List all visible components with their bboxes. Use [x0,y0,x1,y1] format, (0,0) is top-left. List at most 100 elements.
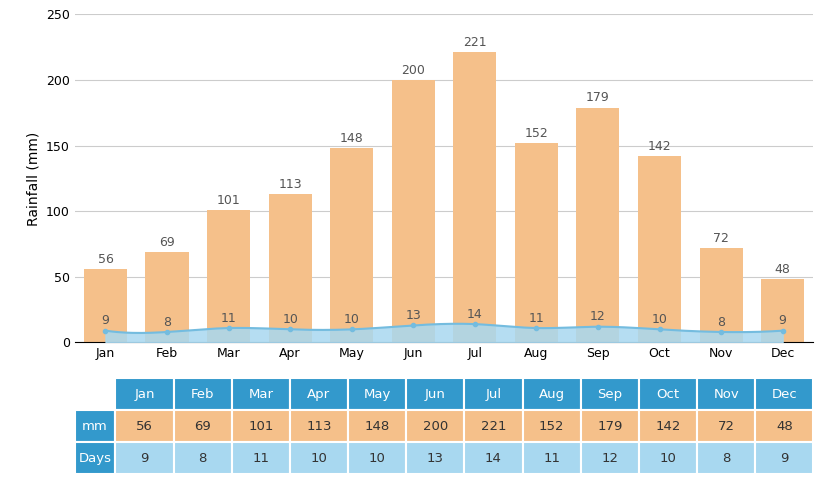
Text: 10: 10 [344,313,359,326]
Bar [75,411,115,442]
Average Rain Days [520,325,530,331]
Text: 179: 179 [597,420,622,433]
Text: 200: 200 [402,64,425,77]
Text: 11: 11 [252,452,269,465]
Text: 8: 8 [722,452,730,465]
Bar [697,442,755,474]
Bar [581,378,639,411]
Bar [84,269,127,342]
Text: Dec: Dec [771,388,797,401]
Bar [348,442,406,474]
Bar [330,148,374,342]
Average Rain Days [100,328,110,333]
Text: 221: 221 [481,420,506,433]
Bar [523,411,581,442]
Text: 200: 200 [422,420,448,433]
Text: Aug: Aug [539,388,564,401]
Text: Sep: Sep [598,388,622,401]
Bar [232,411,290,442]
Bar [638,156,681,342]
Bar [523,442,581,474]
Text: 12: 12 [590,310,606,323]
Text: 113: 113 [306,420,332,433]
Text: 10: 10 [282,313,298,326]
Text: Apr: Apr [307,388,330,401]
Bar [523,378,581,411]
Text: Feb: Feb [191,388,214,401]
Text: 10: 10 [310,452,327,465]
Average Rain Days [719,329,729,335]
Bar [173,411,232,442]
Text: 14: 14 [467,308,483,321]
Bar [115,442,173,474]
Text: Jul: Jul [486,388,501,401]
Bar [232,442,290,474]
Bar [75,378,115,411]
Bar [232,378,290,411]
Text: 179: 179 [586,91,610,104]
Text: 9: 9 [101,314,110,327]
Y-axis label: Rainfall (mm): Rainfall (mm) [27,131,41,226]
Bar [173,378,232,411]
Text: 10: 10 [369,452,386,465]
Text: Mar: Mar [248,388,273,401]
Text: 101: 101 [248,420,273,433]
Bar [453,52,496,342]
Bar [700,248,743,342]
Text: Nov: Nov [713,388,739,401]
Bar [515,143,558,342]
Bar [115,378,173,411]
Average Rain Days [134,330,144,336]
Text: 69: 69 [159,236,175,249]
Bar [639,411,697,442]
Bar [697,411,755,442]
Bar [406,442,464,474]
Bar [269,194,312,342]
Bar [755,411,813,442]
Line: Average Rain Days: Average Rain Days [105,324,783,333]
Text: 13: 13 [405,309,421,322]
Text: 10: 10 [660,452,676,465]
Bar [75,442,115,474]
Text: Oct: Oct [657,388,680,401]
Text: 9: 9 [779,314,787,327]
Bar [755,378,813,411]
Bar [290,411,348,442]
Text: mm: mm [82,420,108,433]
Text: 48: 48 [774,263,790,276]
Text: 8: 8 [717,316,725,329]
Average Rain Days [452,321,461,327]
Bar [464,442,523,474]
Bar [406,378,464,411]
Bar [761,279,804,342]
Average Rain Days [103,328,113,334]
Text: 69: 69 [194,420,211,433]
Bar [406,411,464,442]
Text: 56: 56 [136,420,153,433]
Bar [581,411,639,442]
Bar [348,411,406,442]
Text: 152: 152 [525,127,549,140]
Text: 142: 142 [655,420,681,433]
Text: 14: 14 [485,452,502,465]
Text: 72: 72 [713,232,729,245]
Bar [697,378,755,411]
Text: 48: 48 [776,420,793,433]
Text: 142: 142 [647,140,671,153]
Text: 101: 101 [217,194,241,206]
Text: 9: 9 [780,452,788,465]
Bar [115,411,173,442]
Bar [639,442,697,474]
Text: 72: 72 [718,420,735,433]
Bar [464,378,523,411]
Bar [145,252,188,342]
Text: 13: 13 [427,452,444,465]
Text: 148: 148 [339,132,364,145]
Text: 11: 11 [529,312,544,325]
Text: 11: 11 [221,312,237,325]
Bar [576,108,619,342]
Bar [639,378,697,411]
Bar [392,80,435,342]
Bar [290,378,348,411]
Text: 12: 12 [601,452,618,465]
